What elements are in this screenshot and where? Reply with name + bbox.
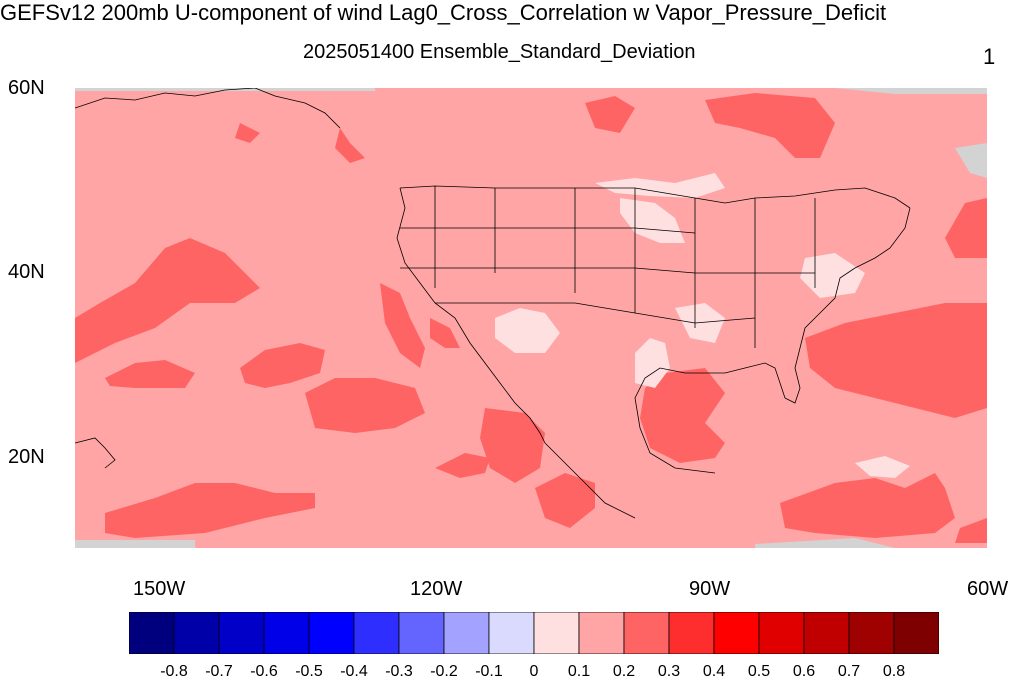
positive-0-1-regions	[495, 173, 910, 478]
colorbar-tick-label: 0.7	[837, 663, 861, 680]
colorbar-tick-label: -0.3	[385, 663, 413, 680]
colorbar-tick-label: -0.5	[295, 663, 323, 680]
correlation-map	[75, 88, 987, 548]
colorbar-tick-label: 0.5	[747, 663, 771, 680]
colorbar-tick-label: -0.2	[430, 663, 458, 680]
colorbar-swatch	[668, 612, 715, 654]
colorbar-swatch	[893, 612, 939, 654]
colorbar-tick-label: -0.7	[205, 663, 233, 680]
colorbar-swatch	[848, 612, 895, 654]
positive-0-3-regions	[75, 93, 987, 543]
colorbar-swatch	[129, 612, 175, 654]
colorbar-swatch	[218, 612, 265, 654]
colorbar-tick-label: 0.4	[702, 663, 726, 680]
colorbar-tick-label: 0.1	[567, 663, 591, 680]
colorbar-swatch	[353, 612, 400, 654]
colorbar-swatch	[758, 612, 805, 654]
colorbar-tick-label: -0.8	[160, 663, 188, 680]
colorbar-swatch	[488, 612, 535, 654]
colorbar-swatch	[173, 612, 220, 654]
plot-title: GEFSv12 200mb U-component of wind Lag0_C…	[0, 0, 887, 25]
colorbar-swatch	[803, 612, 850, 654]
colorbar-swatch	[443, 612, 490, 654]
colorbar-swatch	[578, 612, 625, 654]
colorbar-tick-label: -0.1	[475, 663, 503, 680]
colorbar-tick-label: 0.2	[612, 663, 636, 680]
colorbar-tick-label: -0.4	[340, 663, 368, 680]
colorbar-tick-label: -0.6	[250, 663, 278, 680]
lat-label-40n: 40N	[8, 261, 45, 283]
colorbar-tick-label: 0	[529, 663, 539, 680]
plot-subtitle: 2025051400 Ensemble_Standard_Deviation	[303, 41, 696, 63]
panel-number: 1	[983, 44, 996, 69]
colorbar-swatch	[533, 612, 580, 654]
colorbar-tick-label: 0.6	[792, 663, 816, 680]
lat-label-60n: 60N	[8, 77, 45, 99]
colorbar-swatch	[263, 612, 310, 654]
colorbar-swatch	[398, 612, 445, 654]
colorbar-swatches	[129, 612, 939, 654]
lon-label-90w: 90W	[689, 578, 731, 600]
colorbar-swatch	[713, 612, 760, 654]
colorbar	[129, 612, 939, 654]
missing-data-areas	[75, 88, 987, 548]
lon-label-150w: 150W	[133, 578, 186, 600]
colorbar-tick-label: 0.3	[657, 663, 681, 680]
colorbar-swatch	[623, 612, 670, 654]
lat-label-20n: 20N	[8, 446, 45, 468]
coastlines-and-borders	[75, 88, 911, 519]
lon-label-60w: 60W	[967, 578, 1009, 600]
colorbar-swatch	[308, 612, 355, 654]
lon-label-120w: 120W	[410, 578, 463, 600]
colorbar-tick-label: 0.8	[882, 663, 906, 680]
map-panel	[75, 88, 987, 548]
